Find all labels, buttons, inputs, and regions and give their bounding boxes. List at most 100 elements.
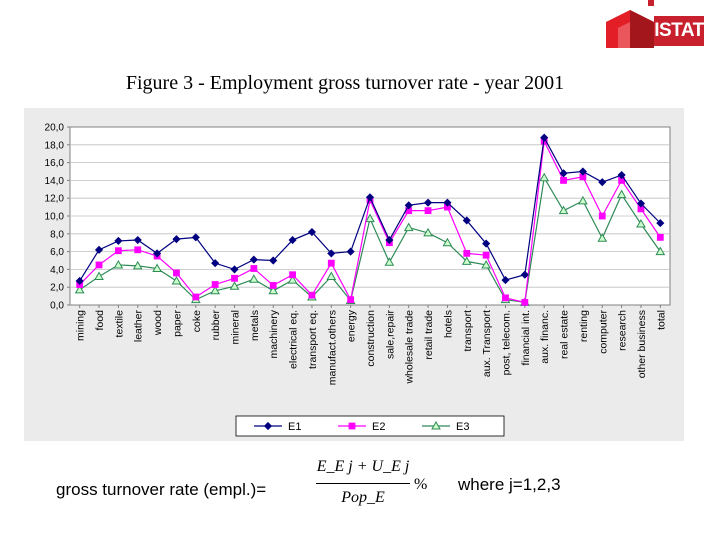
chart-frame: 0,0 2,0 4,0 6,0 8,0 10,0 12,0 14,0 16,0 18,0 20,0 m… [24, 108, 684, 441]
legend-label: E2 [372, 421, 385, 433]
x-category-label: mineral [230, 310, 242, 344]
data-point-e3 [74, 284, 85, 294]
data-point-e3 [655, 246, 666, 256]
data-point-e2 [114, 247, 122, 255]
data-point-e2 [95, 261, 103, 269]
legend-marker [348, 422, 356, 430]
data-point-e2 [173, 269, 180, 277]
x-category-label: manufact.others [326, 310, 338, 385]
x-category-label: sale,repair [384, 310, 396, 360]
data-point-e2 [231, 274, 238, 282]
formula-numerator: E_E j + U_E j [316, 458, 410, 475]
data-point-e1 [172, 235, 181, 244]
figure-title: Figure 3 - Employment gross turnover rat… [125, 72, 565, 94]
x-category-label: metals [249, 310, 261, 341]
data-point-e1 [230, 265, 239, 274]
y-tick-label: 6,0 [50, 247, 64, 258]
data-point-e3 [132, 260, 143, 270]
data-point-e3 [365, 213, 375, 223]
x-category-label: real estate [559, 310, 571, 359]
data-point-e1 [211, 259, 220, 268]
legend-label: E3 [456, 421, 469, 433]
data-point-e2 [308, 291, 316, 299]
x-category-label: transport [462, 310, 474, 352]
x-category-label: construction [365, 310, 377, 367]
data-point-e1 [656, 219, 665, 228]
data-point-e2 [211, 281, 219, 288]
data-point-e1 [559, 169, 568, 178]
data-point-e1 [520, 270, 529, 279]
data-point-e1 [249, 255, 258, 264]
x-category-label: energy [346, 309, 358, 342]
x-category-label: electrical eq. [288, 310, 300, 369]
data-point-e3 [326, 271, 337, 281]
data-point-e1 [540, 133, 549, 142]
y-tick-label: 20,0 [45, 123, 65, 134]
y-tick-label: 18,0 [45, 140, 65, 151]
istat-logo: ISTAT [604, 0, 716, 50]
data-point-e1 [598, 178, 607, 187]
data-point-e3 [384, 257, 395, 266]
fraction-bar [316, 483, 410, 484]
data-point-e3 [403, 222, 414, 232]
data-point-e3 [229, 281, 240, 290]
data-point-e2 [502, 294, 509, 302]
x-category-label: other business [636, 310, 648, 378]
data-point-e1 [617, 170, 626, 180]
data-point-e3 [113, 259, 124, 269]
data-point-e2 [250, 265, 258, 272]
y-tick-label: 14,0 [45, 176, 65, 187]
legend-marker [431, 420, 441, 430]
x-category-label: renting [578, 310, 590, 342]
data-point-e1 [94, 245, 104, 254]
x-category-label: rubber [210, 310, 222, 341]
legend-entry-e2: E2 [338, 421, 385, 433]
x-category-label: coke [191, 310, 203, 332]
data-point-e2 [482, 251, 490, 259]
data-point-e3 [287, 275, 298, 284]
data-point-e2 [463, 249, 471, 257]
legend-box [235, 415, 505, 437]
formula-denominator: Pop_E [341, 489, 385, 506]
data-point-e1 [578, 167, 587, 176]
data-point-e3 [481, 259, 491, 269]
data-point-e2 [521, 298, 529, 306]
x-category-label: paper [171, 310, 183, 337]
data-point-e1 [327, 249, 336, 258]
data-point-e3 [268, 285, 279, 295]
y-tick-label: 8,0 [50, 229, 64, 240]
data-point-e3 [249, 274, 259, 283]
data-point-e2 [598, 212, 606, 220]
series-e1 [75, 133, 665, 286]
data-point-e3 [636, 219, 646, 228]
x-category-label: leather [133, 310, 145, 343]
x-category-label: machinery [268, 309, 280, 358]
x-category-label: research [617, 310, 629, 351]
y-tick-label: 4,0 [50, 265, 64, 276]
data-point-e1 [191, 233, 200, 242]
data-point-e2 [289, 271, 296, 279]
formula-label: gross turnover rate (empl.)= [56, 480, 267, 499]
data-point-e1 [269, 256, 278, 265]
data-point-e2 [327, 259, 335, 267]
data-point-e1 [385, 235, 394, 245]
data-point-e3 [578, 195, 588, 205]
x-category-label: aux. financ. [539, 310, 551, 364]
x-category-label: wholesale trade [404, 310, 416, 385]
data-point-e2 [560, 177, 567, 184]
data-point-e1 [153, 249, 162, 258]
y-tick-label: 2,0 [50, 283, 64, 294]
x-category-label: total [655, 310, 667, 330]
x-category-label: transport eq. [307, 310, 319, 369]
data-point-e1 [636, 199, 646, 208]
data-point-e2 [424, 207, 432, 215]
formula-where-note: where j=1,2,3 [458, 475, 561, 494]
data-point-e3 [152, 263, 162, 273]
data-point-e1 [288, 235, 297, 245]
data-point-e3 [94, 271, 104, 281]
istat-logo-mark [606, 0, 654, 48]
data-point-e1 [307, 227, 317, 237]
legend-label: E1 [288, 421, 301, 433]
data-point-e1 [462, 216, 471, 225]
y-tick-label: 12,0 [45, 194, 65, 205]
